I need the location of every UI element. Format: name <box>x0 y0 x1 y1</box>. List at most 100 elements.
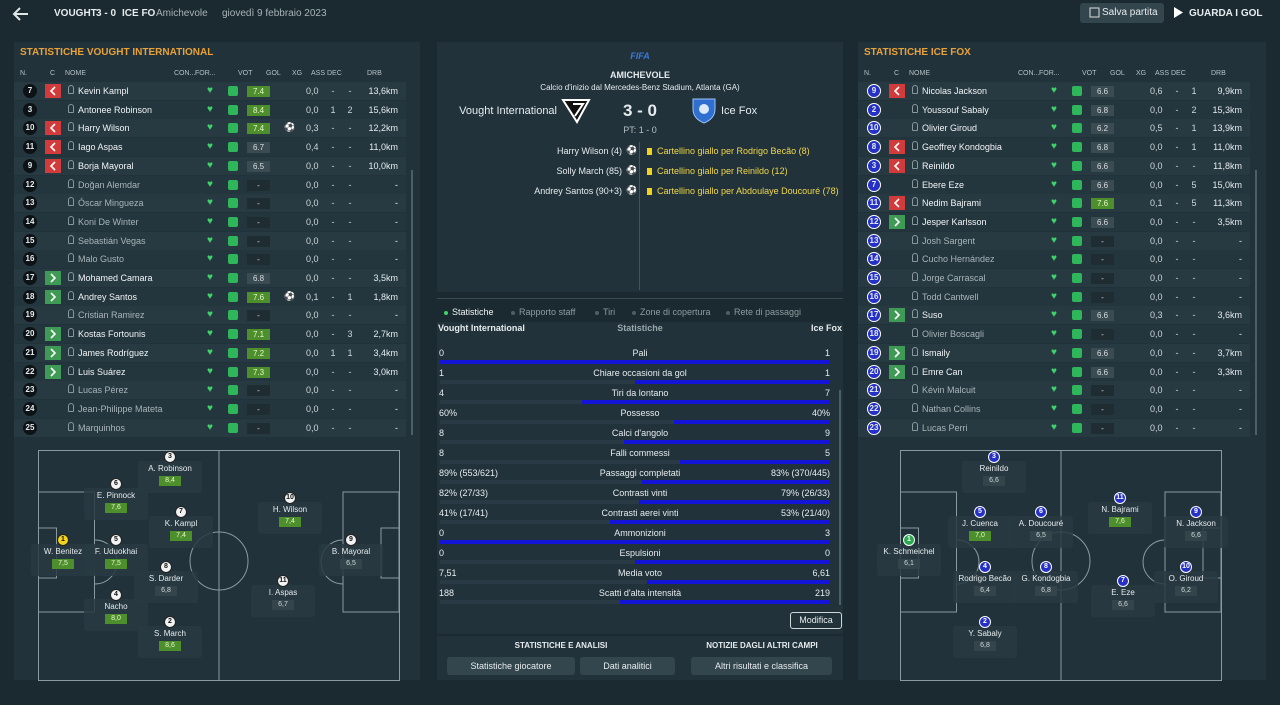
decisive: - <box>1192 329 1196 340</box>
morale-icon: ♥ <box>1051 272 1057 283</box>
person-icon <box>912 421 918 431</box>
distance: - <box>1239 329 1242 340</box>
tab[interactable]: Zone di copertura <box>640 307 711 317</box>
pitch-number: 7 <box>1117 575 1129 587</box>
distance: 15,6km <box>368 104 398 115</box>
goals-button[interactable]: GUARDA I GOL <box>1189 8 1263 19</box>
xg: 0,5 <box>1150 123 1163 134</box>
decisive: - <box>1192 160 1196 171</box>
number-badge: 12 <box>23 177 37 192</box>
match-competition: AMICHEVOLE <box>609 70 670 80</box>
pitch-rating: 8,0 <box>105 614 127 624</box>
column-header: XG <box>292 70 303 77</box>
save-button[interactable]: Salva partita <box>1080 3 1164 23</box>
tab[interactable]: Rete di passaggi <box>734 307 802 317</box>
sub-icon <box>889 345 905 360</box>
pitch-number: 2 <box>979 616 991 628</box>
pitch-name: I. Aspas <box>268 588 298 597</box>
distance: - <box>395 422 398 433</box>
button-label: Dati analitici <box>603 661 652 671</box>
sub-arrow <box>49 123 56 133</box>
xg: 0,3 <box>1150 310 1163 321</box>
rating: 7.6 <box>247 291 270 303</box>
tab[interactable]: Rapporto staff <box>519 307 576 317</box>
morale-icon: ♥ <box>207 328 213 340</box>
rating: 6.6 <box>1091 310 1114 322</box>
panel-title: STATISTICHE VOUGHT INTERNATIONAL <box>20 47 214 58</box>
pitch-number: 7 <box>175 506 187 518</box>
stat-bar-home <box>440 440 624 444</box>
player-name: Josh Sargent <box>922 235 976 246</box>
player-name: Suso <box>922 310 943 321</box>
decisive: 5 <box>1191 198 1197 209</box>
sub-arrow <box>894 366 901 377</box>
results-button[interactable]: Altri risultati e classifica <box>691 657 832 675</box>
pitch-number: 2 <box>164 616 176 628</box>
number-badge: 16 <box>867 289 881 304</box>
decisive: 1 <box>1191 123 1197 134</box>
decisive: 2 <box>1191 104 1197 115</box>
rating: 6.6 <box>1091 160 1114 172</box>
pitch-name: O. Giroud <box>1168 574 1204 583</box>
player-name: Koni De Winter <box>78 216 139 227</box>
fitness-icon <box>1072 104 1082 115</box>
stat-away: 9 <box>824 428 830 438</box>
player-name: Ebere Eze <box>922 179 965 190</box>
decisive: 3 <box>347 329 353 340</box>
decisive: 1 <box>347 291 353 302</box>
fitness-icon <box>1072 198 1082 209</box>
morale-icon: ♥ <box>207 346 213 358</box>
ball-icon: ⚽ <box>626 185 638 195</box>
rating: - <box>1091 254 1114 266</box>
xg: 0,0 <box>1150 254 1163 265</box>
fitness-icon <box>1072 254 1082 265</box>
decisive: - <box>1192 403 1196 414</box>
stat-away: 1 <box>824 348 830 358</box>
fitness-icon <box>1072 329 1082 340</box>
tab[interactable]: Tiri <box>603 307 616 317</box>
assists: - <box>331 160 335 171</box>
tab[interactable]: Statistiche <box>452 307 494 317</box>
pitch-name: E. Eze <box>1111 588 1135 597</box>
goal-event: Andrey Santos (90+3) <box>534 186 622 196</box>
number-badge: 21 <box>867 383 881 398</box>
column-header: CON... <box>1018 70 1040 77</box>
decisive: - <box>1192 347 1196 358</box>
edit-button[interactable]: Modifica <box>790 612 842 629</box>
card-icon <box>647 188 652 195</box>
pitch-name: A. Doucouré <box>1018 519 1064 528</box>
stat-label: Espulsioni <box>619 548 661 558</box>
stat-home: 188 <box>439 588 455 598</box>
pitch-name: W. Benitez <box>43 547 83 556</box>
xg: 0,0 <box>306 216 319 227</box>
tab-dot <box>632 311 636 315</box>
assists: - <box>1175 273 1179 283</box>
pitch-rating: 6,4 <box>974 586 996 596</box>
pitch-name: N. Jackson <box>1176 519 1216 528</box>
stat-label: Scatti d'alta intensità <box>598 588 682 598</box>
analytics-button[interactable]: Dati analitici <box>580 657 675 675</box>
stat-label: Contrasti aerei vinti <box>601 508 679 518</box>
distance: - <box>1239 235 1242 246</box>
sub-arrow <box>893 198 900 208</box>
morale-icon: ♥ <box>1051 103 1057 115</box>
fitness-icon <box>1072 385 1082 396</box>
decisive: - <box>1192 385 1196 396</box>
player-name: Óscar Mingueza <box>78 198 144 209</box>
player-row: 12 Doğan Alemdar ♥ - 0,0 - - - <box>14 175 406 194</box>
save-label: Salva partita <box>1102 7 1158 18</box>
player-row: 25 Marquinhos ♥ - 0,0 - - - <box>14 418 406 437</box>
player-row: 13 Óscar Mingueza ♥ - 0,0 - - - <box>14 194 406 213</box>
player-stats-button[interactable]: Statistiche giocatore <box>447 657 575 675</box>
stat-away: 40% <box>811 408 830 418</box>
pitch-number: 8 <box>160 561 172 573</box>
column-header: VOT <box>238 70 253 77</box>
decisive: - <box>1192 422 1196 433</box>
number-badge: 10 <box>23 121 37 136</box>
assists: - <box>1175 104 1179 115</box>
back-arrow[interactable] <box>12 6 30 22</box>
rating: 6.8 <box>1091 142 1114 154</box>
pitch-number: 5 <box>110 534 122 546</box>
distance: - <box>1239 385 1242 396</box>
stat-bar-away <box>680 460 830 464</box>
